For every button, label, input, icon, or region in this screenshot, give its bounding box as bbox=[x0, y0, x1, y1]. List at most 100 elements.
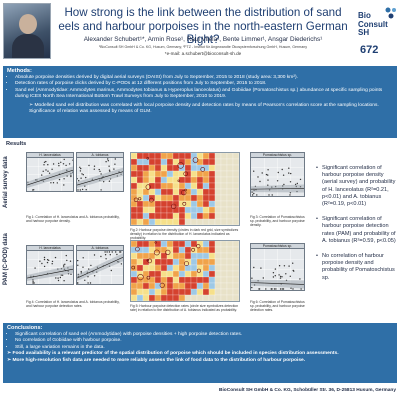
map-cell bbox=[190, 194, 198, 202]
map-cell bbox=[160, 158, 168, 166]
data-point bbox=[109, 254, 111, 256]
map-cell bbox=[184, 206, 192, 214]
map-cell bbox=[202, 294, 210, 301]
data-point bbox=[278, 265, 281, 267]
data-point bbox=[46, 261, 49, 264]
map-cell bbox=[220, 158, 228, 166]
map-cell bbox=[214, 194, 222, 202]
map-cell bbox=[226, 164, 234, 172]
data-point bbox=[283, 183, 285, 186]
data-point bbox=[52, 182, 55, 184]
porpoise-marker bbox=[181, 189, 187, 196]
map-cell bbox=[208, 241, 216, 248]
map-cell bbox=[178, 153, 186, 160]
map-cell bbox=[178, 282, 186, 290]
map-cell bbox=[154, 241, 162, 248]
regression-line bbox=[27, 169, 73, 186]
map-cell bbox=[131, 282, 138, 290]
map-cell bbox=[196, 288, 204, 296]
map-cell bbox=[208, 258, 216, 266]
map-cell bbox=[202, 170, 210, 178]
map-cell bbox=[202, 282, 210, 290]
map-cell bbox=[166, 300, 174, 301]
map-cell bbox=[238, 258, 239, 266]
map-cell bbox=[154, 206, 162, 214]
map-cell bbox=[172, 282, 180, 290]
map-cell bbox=[148, 153, 156, 160]
map-cell bbox=[148, 264, 156, 272]
map-cell bbox=[208, 294, 216, 301]
map-cell bbox=[184, 212, 192, 220]
data-point bbox=[59, 276, 62, 279]
regression-line bbox=[251, 188, 304, 190]
data-point bbox=[114, 158, 116, 160]
map-cell bbox=[190, 270, 198, 278]
map-cell bbox=[214, 212, 222, 220]
map-cell bbox=[220, 241, 228, 248]
map-cell bbox=[131, 252, 138, 260]
map-cell bbox=[220, 294, 228, 301]
map-cell bbox=[190, 246, 198, 254]
map-cell bbox=[226, 158, 234, 166]
data-point bbox=[84, 279, 86, 281]
map-cell bbox=[190, 176, 198, 184]
map-cell bbox=[220, 176, 228, 184]
methods-title: Methods: bbox=[7, 68, 32, 74]
data-point bbox=[281, 276, 283, 278]
finding-item: No correlation of harbour porpoise densi… bbox=[316, 253, 396, 282]
map-cell bbox=[190, 170, 198, 178]
map-cell bbox=[142, 246, 150, 254]
map-cell bbox=[148, 282, 156, 290]
map-cell bbox=[202, 270, 210, 278]
map-cell bbox=[131, 170, 138, 178]
data-point bbox=[289, 192, 292, 194]
map-cell bbox=[220, 206, 228, 214]
data-point bbox=[100, 255, 102, 258]
map-cell bbox=[196, 294, 204, 301]
scatter-plot bbox=[27, 158, 73, 191]
map-cell bbox=[160, 164, 168, 172]
map-cell bbox=[226, 170, 234, 178]
map-cell bbox=[202, 276, 210, 284]
map-cell bbox=[178, 158, 186, 166]
map-cell bbox=[232, 170, 239, 178]
map-cell bbox=[136, 218, 144, 225]
map-cell bbox=[131, 218, 138, 225]
map-cell bbox=[166, 188, 174, 196]
map-cell bbox=[202, 200, 210, 208]
map-cell bbox=[208, 153, 216, 160]
porpoise-marker bbox=[137, 273, 144, 281]
porpoise-marker bbox=[131, 265, 136, 270]
map-cell bbox=[226, 188, 234, 196]
map-cell bbox=[220, 188, 228, 196]
data-point bbox=[72, 159, 73, 161]
map-cell bbox=[238, 252, 239, 260]
map-cell bbox=[196, 258, 204, 266]
map-cell bbox=[226, 194, 234, 202]
data-point bbox=[79, 170, 82, 172]
map-cell bbox=[202, 218, 210, 225]
map-cell bbox=[214, 224, 222, 225]
data-point bbox=[274, 268, 277, 270]
data-point bbox=[261, 172, 263, 174]
map-cell bbox=[160, 300, 168, 301]
map-cell bbox=[208, 246, 216, 254]
map-cell bbox=[166, 218, 174, 225]
map-cell bbox=[220, 182, 228, 190]
map-cell bbox=[208, 224, 216, 225]
data-point bbox=[262, 277, 264, 279]
map-cell bbox=[172, 182, 180, 190]
map-cell bbox=[136, 282, 144, 290]
map-cell bbox=[238, 170, 239, 178]
data-point bbox=[65, 254, 67, 257]
map-cell bbox=[142, 282, 150, 290]
map-cell bbox=[220, 200, 228, 208]
porpoise-marker bbox=[177, 179, 180, 182]
map-cell bbox=[136, 224, 144, 225]
data-point bbox=[103, 181, 105, 183]
map-cell bbox=[208, 170, 216, 178]
map-cell bbox=[208, 158, 216, 166]
map-cell bbox=[166, 212, 174, 220]
map-cell bbox=[148, 212, 156, 220]
map-cell bbox=[190, 300, 198, 301]
